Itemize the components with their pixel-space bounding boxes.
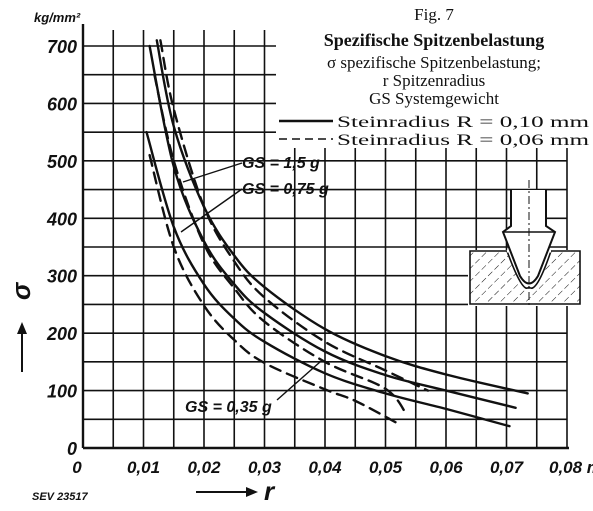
- x-tick-label: 0,07: [490, 458, 525, 477]
- header-background: [276, 2, 592, 148]
- x-tick-label: 0,06: [429, 458, 463, 477]
- legend-r: r Spitzenradius: [383, 71, 485, 90]
- y-axis-arrow-head: [17, 322, 27, 334]
- y-axis-label: σ: [6, 281, 36, 300]
- x-tick-label: 0,01: [127, 458, 160, 477]
- series-curve-3-solid: [148, 44, 517, 409]
- annotation-gs-0-35: GS = 0,35 g: [185, 399, 272, 416]
- x-tick-label: 0,08 mm: [549, 458, 593, 477]
- x-axis-title: r: [196, 476, 276, 506]
- annotation-leader-0-35: [276, 361, 321, 401]
- annotation-leader-1-5: [182, 162, 243, 183]
- legend-dashed-label: Steinradius R = 0,06 mm: [337, 132, 590, 149]
- annotation-gs-1-5: GS = 1,5 g: [242, 155, 320, 172]
- y-tick-label: 700: [47, 37, 77, 57]
- y-tick-label: 100: [47, 382, 77, 402]
- tick-labels: 0 100 200 300 400 500 600 700 0 0,01 0,02 0,03 0,04 0…: [46, 37, 593, 477]
- y-tick-label: 500: [47, 152, 77, 172]
- figure-header: Fig. 7 Spezifische Spitzenbelastung σ sp…: [276, 2, 592, 149]
- y-tick-label: 600: [47, 94, 77, 114]
- legend-gs: GS Systemgewicht: [369, 89, 499, 108]
- legend-solid-label: Steinradius R = 0,10 mm: [337, 114, 590, 131]
- x-tick-label: 0,04: [308, 458, 342, 477]
- y-tick-label: 400: [46, 209, 77, 229]
- y-tick-label: 200: [46, 324, 77, 344]
- annotation-leader-0-75: [180, 188, 243, 233]
- stylus-diagram: [468, 180, 582, 306]
- legend-sigma: σ spezifische Spitzenbelastung;: [327, 53, 541, 72]
- y-tick-label: 300: [47, 267, 77, 287]
- x-tick-label: 0,02: [187, 458, 221, 477]
- x-tick-label: 0,03: [248, 458, 282, 477]
- series-curve-2-dashed: [159, 39, 430, 392]
- series-curve-5-solid: [145, 130, 511, 428]
- plot-frame: [81, 24, 569, 450]
- figure-number: Fig. 7: [414, 5, 454, 24]
- annotations: GS = 1,5 g GS = 0,75 g GS = 0,35 g: [180, 155, 329, 416]
- x-tick-label: 0,05: [369, 458, 403, 477]
- annotation-gs-0-75: GS = 0,75 g: [242, 181, 329, 198]
- y-tick-label: 0: [67, 439, 77, 459]
- series-curve-4-dashed: [153, 73, 408, 416]
- x-axis-label: r: [264, 476, 276, 506]
- series-curve-1-solid: [155, 39, 529, 395]
- source-tag: SEV 23517: [32, 491, 89, 503]
- series-curves: [145, 39, 529, 428]
- x-tick-label: 0: [72, 458, 82, 477]
- figure-title: Spezifische Spitzenbelastung: [324, 30, 545, 50]
- y-axis-title: σ: [6, 281, 36, 372]
- series-curve-6-dashed: [148, 153, 402, 427]
- x-axis-arrow-head: [246, 487, 258, 497]
- y-unit-label: kg/mm²: [34, 10, 81, 25]
